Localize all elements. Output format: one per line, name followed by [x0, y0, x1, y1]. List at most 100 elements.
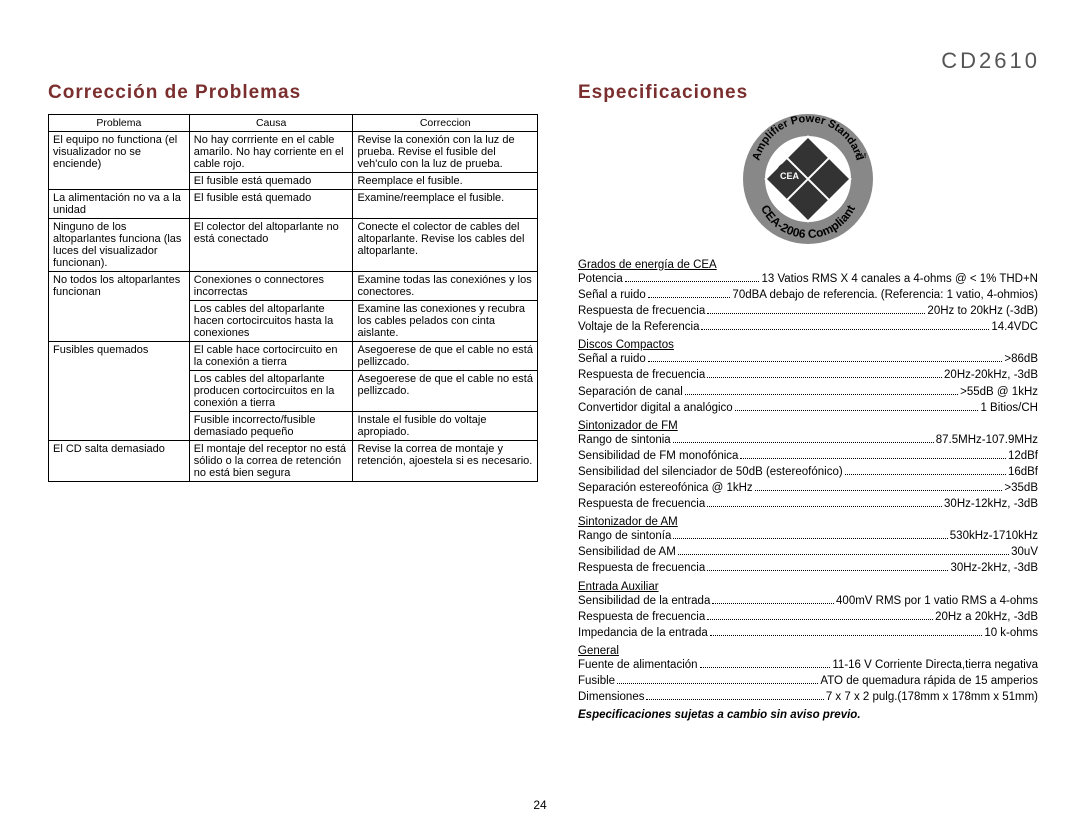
spec-row: Respuesta de frecuencia20Hz to 20kHz (-3…	[578, 303, 1038, 319]
spec-value: 12dBf	[1008, 448, 1038, 464]
spec-row: Respuesta de frecuencia30Hz-12kHz, -3dB	[578, 496, 1038, 512]
spec-heading: Sintonizador de AM	[578, 516, 1038, 528]
spec-value: 10 k-ohms	[984, 625, 1038, 641]
cell-fix: Revise la correa de montaje y retención,…	[353, 441, 538, 482]
cell-cause: Fusible incorrecto/fusible demasiado peq…	[189, 412, 353, 441]
spec-value: 30uV	[1011, 544, 1038, 560]
cell-cause: Conexiones o connectores incorrectas	[189, 272, 353, 301]
spec-row: Convertidor digital a analógico 1 Bitios/…	[578, 400, 1038, 416]
model-number: CD2610	[941, 48, 1040, 74]
spec-row: Respuesta de frecuencia 20Hz-20kHz, -3dB	[578, 367, 1038, 383]
table-row: Fusibles quemadosEl cable hace cortocirc…	[49, 342, 538, 371]
spec-label: Señal a ruido	[578, 287, 646, 303]
spec-label: Fusible	[578, 673, 615, 689]
table-header: Correccion	[353, 115, 538, 132]
cell-problem: No todos los altoparlantes funcionan	[49, 272, 190, 342]
spec-value: 1 Bitios/CH	[980, 400, 1038, 416]
cell-problem: El CD salta demasiado	[49, 441, 190, 482]
table-row: El equipo no functiona (el visualizador …	[49, 132, 538, 173]
leader-dots	[617, 683, 818, 684]
spec-label: Impedancia de la entrada	[578, 625, 708, 641]
spec-value: 20Hz to 20kHz (-3dB)	[927, 303, 1038, 319]
spec-label: Potencia	[578, 271, 623, 287]
page-number: 24	[0, 798, 1080, 812]
spec-row: Separación de canal>55dB @ 1kHz	[578, 384, 1038, 400]
cell-fix: Examine/reemplace el fusible.	[353, 190, 538, 219]
table-row: La alimentación no va a la unidadEl fusi…	[49, 190, 538, 219]
spec-row: Potencia13 Vatios RMS X 4 canales a 4-oh…	[578, 271, 1038, 287]
troubleshooting-column: Corrección de Problemas ProblemaCausaCor…	[48, 82, 538, 721]
cell-fix: Examine todas las conexiónes y los conec…	[353, 272, 538, 301]
content-columns: Corrección de Problemas ProblemaCausaCor…	[48, 82, 1040, 721]
cell-cause: Los cables del altoparlante hacen cortoc…	[189, 301, 353, 342]
spec-heading: Entrada Auxiliar	[578, 581, 1038, 593]
cell-cause: No hay corrriente en el cable amarilo. N…	[189, 132, 353, 173]
cell-cause: El fusible está quemado	[189, 173, 353, 190]
spec-value: 400mV RMS por 1 vatio RMS a 4-ohms	[836, 593, 1038, 609]
spec-label: Respuesta de frecuencia	[578, 560, 705, 576]
specs-note: Especificaciones sujetas a cambio sin av…	[578, 709, 1038, 721]
leader-dots	[648, 361, 1003, 362]
spec-value: 70dBA debajo de referencia. (Referencia:…	[732, 287, 1038, 303]
spec-row: Fuente de alimentación 11-16 V Corriente …	[578, 657, 1038, 673]
leader-dots	[648, 297, 731, 298]
leader-dots	[625, 281, 760, 282]
troubleshooting-title: Corrección de Problemas	[48, 82, 538, 104]
spec-label: Separación de canal	[578, 384, 683, 400]
cell-cause: El cable hace cortocircuito en la conexi…	[189, 342, 353, 371]
spec-value: 530kHz-1710kHz	[950, 528, 1038, 544]
cell-cause: Los cables del altoparlante producen cor…	[189, 371, 353, 412]
leader-dots	[735, 410, 979, 411]
manual-page: CD2610 Corrección de Problemas ProblemaC…	[0, 0, 1080, 834]
table-header: Problema	[49, 115, 190, 132]
spec-row: Separación estereofónica @ 1kHz>35dB	[578, 480, 1038, 496]
spec-label: Fuente de alimentación	[578, 657, 698, 673]
spec-row: Sensibilidad del silenciador de 50dB (es…	[578, 464, 1038, 480]
specs-title: Especificaciones	[578, 82, 1038, 104]
logo-cea-text: CEA	[780, 171, 800, 181]
spec-value: 14.4VDC	[991, 319, 1038, 335]
spec-value: 87.5MHz-107.9MHz	[936, 432, 1038, 448]
leader-dots	[707, 570, 948, 571]
table-row: Ninguno de los altoparlantes funciona (l…	[49, 219, 538, 272]
spec-value: 30Hz-2kHz, -3dB	[950, 560, 1038, 576]
spec-value: 7 x 7 x 2 pulg.(178mm x 178mm x 51mm)	[826, 689, 1038, 705]
spec-value: 30Hz-12kHz, -3dB	[944, 496, 1038, 512]
spec-label: Rango de sintonía	[578, 528, 671, 544]
spec-heading: General	[578, 645, 1038, 657]
spec-label: Sensibilidad del silenciador de 50dB (es…	[578, 464, 843, 480]
spec-value: 11-16 V Corriente Directa,tierra negativ…	[832, 657, 1038, 673]
leader-dots	[646, 699, 823, 700]
cell-cause: El fusible está quemado	[189, 190, 353, 219]
cell-fix: Revise la conexión con la luz de prueba.…	[353, 132, 538, 173]
spec-label: Respuesta de frecuencia	[578, 367, 705, 383]
spec-value: >35dB	[1004, 480, 1038, 496]
spec-row: Dimensiones7 x 7 x 2 pulg.(178mm x 178mm…	[578, 689, 1038, 705]
spec-label: Señal a ruido	[578, 351, 646, 367]
spec-heading: Grados de energía de CEA	[578, 259, 1038, 271]
cell-fix: Asegoerese de que el cable no está pelli…	[353, 371, 538, 412]
table-row: El CD salta demasiadoEl montaje del rece…	[49, 441, 538, 482]
spec-value: 16dBf	[1008, 464, 1038, 480]
spec-row: Voltaje de la Referencia 14.4VDC	[578, 319, 1038, 335]
cell-cause: El montaje del receptor no está sólido o…	[189, 441, 353, 482]
spec-label: Convertidor digital a analógico	[578, 400, 733, 416]
spec-label: Rango de sintonia	[578, 432, 671, 448]
cell-problem: El equipo no functiona (el visualizador …	[49, 132, 190, 190]
leader-dots	[707, 619, 933, 620]
spec-row: Impedancia de la entrada 10 k-ohms	[578, 625, 1038, 641]
spec-row: Rango de sintonía 530kHz-1710kHz	[578, 528, 1038, 544]
spec-label: Sensibilidad de la entrada	[578, 593, 710, 609]
leader-dots	[701, 329, 989, 330]
cell-cause: El colector del altoparlante no está con…	[189, 219, 353, 272]
leader-dots	[712, 603, 834, 604]
spec-label: Voltaje de la Referencia	[578, 319, 699, 335]
leader-dots	[845, 474, 1006, 475]
leader-dots	[707, 313, 925, 314]
leader-dots	[707, 377, 942, 378]
spec-row: Rango de sintonia 87.5MHz-107.9MHz	[578, 432, 1038, 448]
spec-value: 20Hz-20kHz, -3dB	[944, 367, 1038, 383]
spec-value: >86dB	[1004, 351, 1038, 367]
spec-heading: Sintonizador de FM	[578, 420, 1038, 432]
troubleshooting-table: ProblemaCausaCorreccion El equipo no fun…	[48, 114, 538, 482]
